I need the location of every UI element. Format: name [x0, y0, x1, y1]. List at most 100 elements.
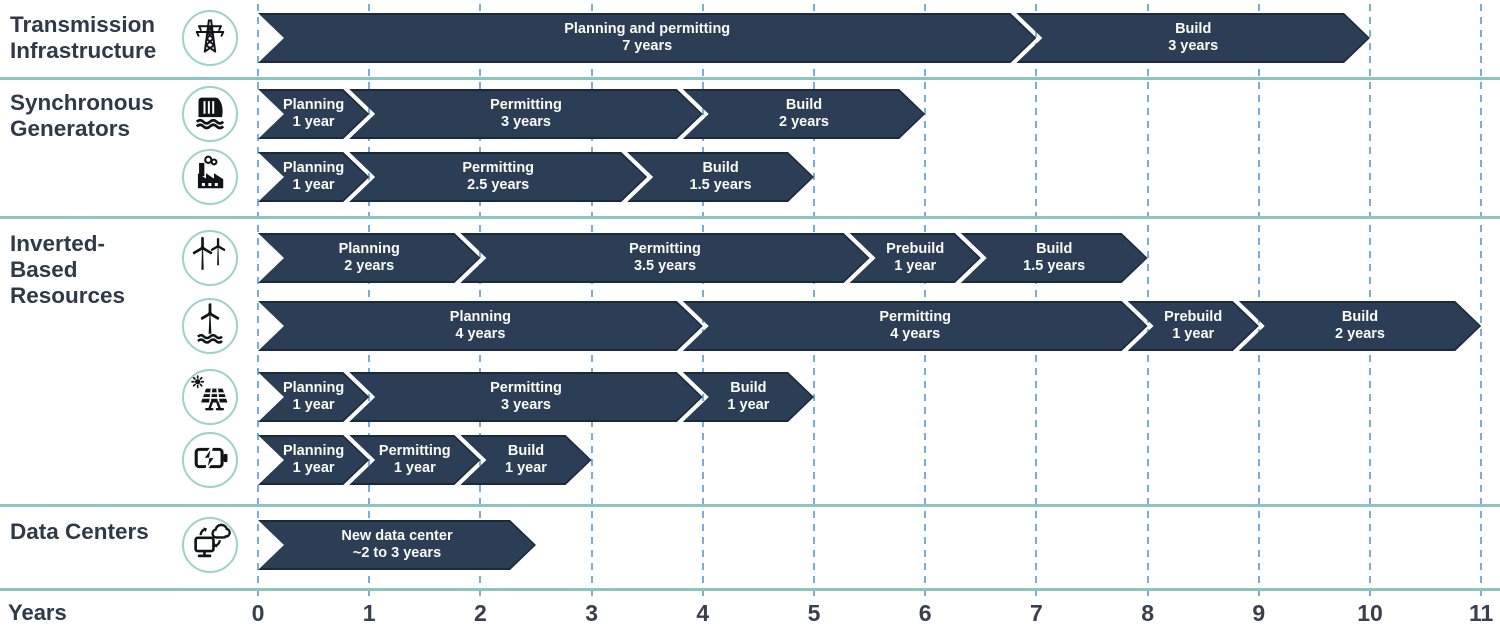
- axis-tick-6: 6: [918, 600, 932, 626]
- segment-fill: [462, 235, 867, 281]
- section-label-line: Inverted-: [10, 231, 106, 256]
- segment-duration-label: 3 years: [500, 114, 551, 130]
- segment-permitting: Permitting 2.5 years: [349, 152, 647, 202]
- segment-phase-label: Build: [1175, 20, 1212, 37]
- axis-tick-8: 8: [1141, 600, 1154, 626]
- segment-phase-label: Planning and permitting: [564, 20, 731, 37]
- segment-duration-label: 1.5 years: [1023, 258, 1086, 274]
- segment-fill: [260, 522, 534, 568]
- axis-tick-2: 2: [473, 600, 487, 626]
- axis-tick-3: 3: [585, 600, 598, 626]
- segment-fill: [1018, 15, 1368, 61]
- segment-build: Build 1.5 years: [627, 152, 814, 202]
- segment-duration-label: ~2 to 3 years: [352, 545, 442, 561]
- segment-duration-label: 2.5 years: [467, 177, 530, 193]
- segment-new-data-center: New data center ~2 to 3 years: [258, 520, 536, 570]
- segment-text: Permitting 1 year: [349, 435, 480, 485]
- axis-tick-9: 9: [1252, 600, 1266, 626]
- wind-turbines-icon: [187, 233, 233, 284]
- section-label-line: Transmission: [10, 12, 156, 37]
- segment-phase-label: Prebuild: [1164, 308, 1223, 325]
- segment-phase-label: Planning: [282, 96, 345, 113]
- segment-phase-label: New data center: [341, 527, 453, 544]
- section-label-line: Based: [10, 257, 78, 282]
- segment-text: Planning 4 years: [258, 301, 703, 351]
- segment-phase-label: Prebuild: [886, 240, 945, 257]
- segment-build: Build 2 years: [1239, 301, 1481, 351]
- segment-duration-label: 4 years: [455, 326, 506, 342]
- segment-build: Build 3 years: [1016, 13, 1370, 63]
- gridline-year-11: [1480, 4, 1483, 598]
- segment-phase-label: Permitting: [490, 96, 562, 113]
- segment-fill: [351, 374, 701, 420]
- section-label-line: Generators: [10, 116, 131, 141]
- segment-fill: [260, 15, 1034, 61]
- data-center-icon: [187, 520, 233, 571]
- segment-planning: Planning 1 year: [258, 372, 369, 422]
- segment-phase-label: Build: [507, 442, 545, 459]
- segment-duration-label: 1 year: [1172, 326, 1215, 342]
- axis-tick-10: 10: [1357, 600, 1383, 626]
- segment-duration-label: 2 years: [1334, 326, 1385, 342]
- segment-text: Planning 1 year: [258, 89, 369, 139]
- segment-phase-label: Permitting: [629, 240, 701, 257]
- segment-build: Build 2 years: [683, 89, 925, 139]
- segment-phase-label: Build: [1036, 240, 1073, 257]
- segment-fill: [963, 235, 1146, 281]
- icon-badge: [182, 432, 238, 488]
- segment-permitting: Permitting 3 years: [349, 372, 703, 422]
- segment-phase-label: Planning: [449, 308, 512, 325]
- icon-badge: [182, 230, 238, 286]
- segment-fill: [629, 154, 812, 200]
- axis-tick-4: 4: [696, 600, 710, 626]
- section-label: Transmission Infrastructure: [10, 12, 185, 64]
- transmission-tower-icon: [187, 13, 233, 64]
- section-label-line: Data Centers: [10, 519, 149, 544]
- section-separator: [0, 216, 1500, 219]
- segment-build: Build 1 year: [683, 372, 814, 422]
- segment-text: Build 2 years: [683, 89, 925, 139]
- segment-duration-label: 2 years: [344, 258, 395, 274]
- segment-planning: Planning 1 year: [258, 89, 369, 139]
- section-label-line: Resources: [10, 283, 126, 308]
- segment-duration-label: 3 years: [500, 397, 551, 413]
- segment-text: Build 1.5 years: [627, 152, 814, 202]
- segment-planning: Planning 1 year: [258, 152, 369, 202]
- section-separator: [0, 77, 1500, 80]
- segment-duration-label: 1 year: [292, 177, 335, 193]
- segment-duration-label: 1 year: [894, 258, 937, 274]
- segment-permitting: Permitting 4 years: [683, 301, 1148, 351]
- segment-text: Permitting 3 years: [349, 372, 703, 422]
- segment-text: Planning 1 year: [258, 372, 369, 422]
- offshore-wind-icon: [187, 301, 233, 352]
- segment-duration-label: 1 year: [727, 397, 770, 413]
- segment-planning-and-permitting: Planning and permitting 7 years: [258, 13, 1036, 63]
- section-separator: [0, 504, 1500, 507]
- icon-badge: [182, 149, 238, 205]
- axis-tick-7: 7: [1029, 600, 1043, 626]
- battery-icon: [187, 435, 233, 486]
- segment-fill: [260, 235, 478, 281]
- segment-text: Prebuild 1 year: [850, 233, 981, 283]
- axis-tick-11: 11: [1469, 600, 1494, 626]
- segment-text: Build 3 years: [1016, 13, 1370, 63]
- segment-duration-label: 2 years: [778, 114, 829, 130]
- segment-phase-label: Permitting: [462, 159, 535, 176]
- segment-fill: [1241, 303, 1479, 349]
- segment-duration-label: 3.5 years: [633, 258, 697, 274]
- segment-duration-label: 1.5 years: [689, 177, 752, 193]
- icon-badge: [182, 298, 238, 354]
- section-label: Inverted- Based Resources: [10, 231, 185, 309]
- segment-phase-label: Planning: [282, 159, 345, 176]
- section-label: Data Centers: [10, 519, 185, 545]
- segment-duration-label: 1 year: [292, 114, 335, 130]
- axis-tick-1: 1: [362, 600, 376, 626]
- segment-phase-label: Build: [785, 96, 823, 113]
- icon-badge: [182, 86, 238, 142]
- segment-text: Prebuild 1 year: [1128, 301, 1259, 351]
- gas-plant-icon: [187, 152, 233, 203]
- segment-text: New data center ~2 to 3 years: [258, 520, 536, 570]
- segment-duration-label: 3 years: [1168, 38, 1219, 54]
- icon-badge: [182, 369, 238, 425]
